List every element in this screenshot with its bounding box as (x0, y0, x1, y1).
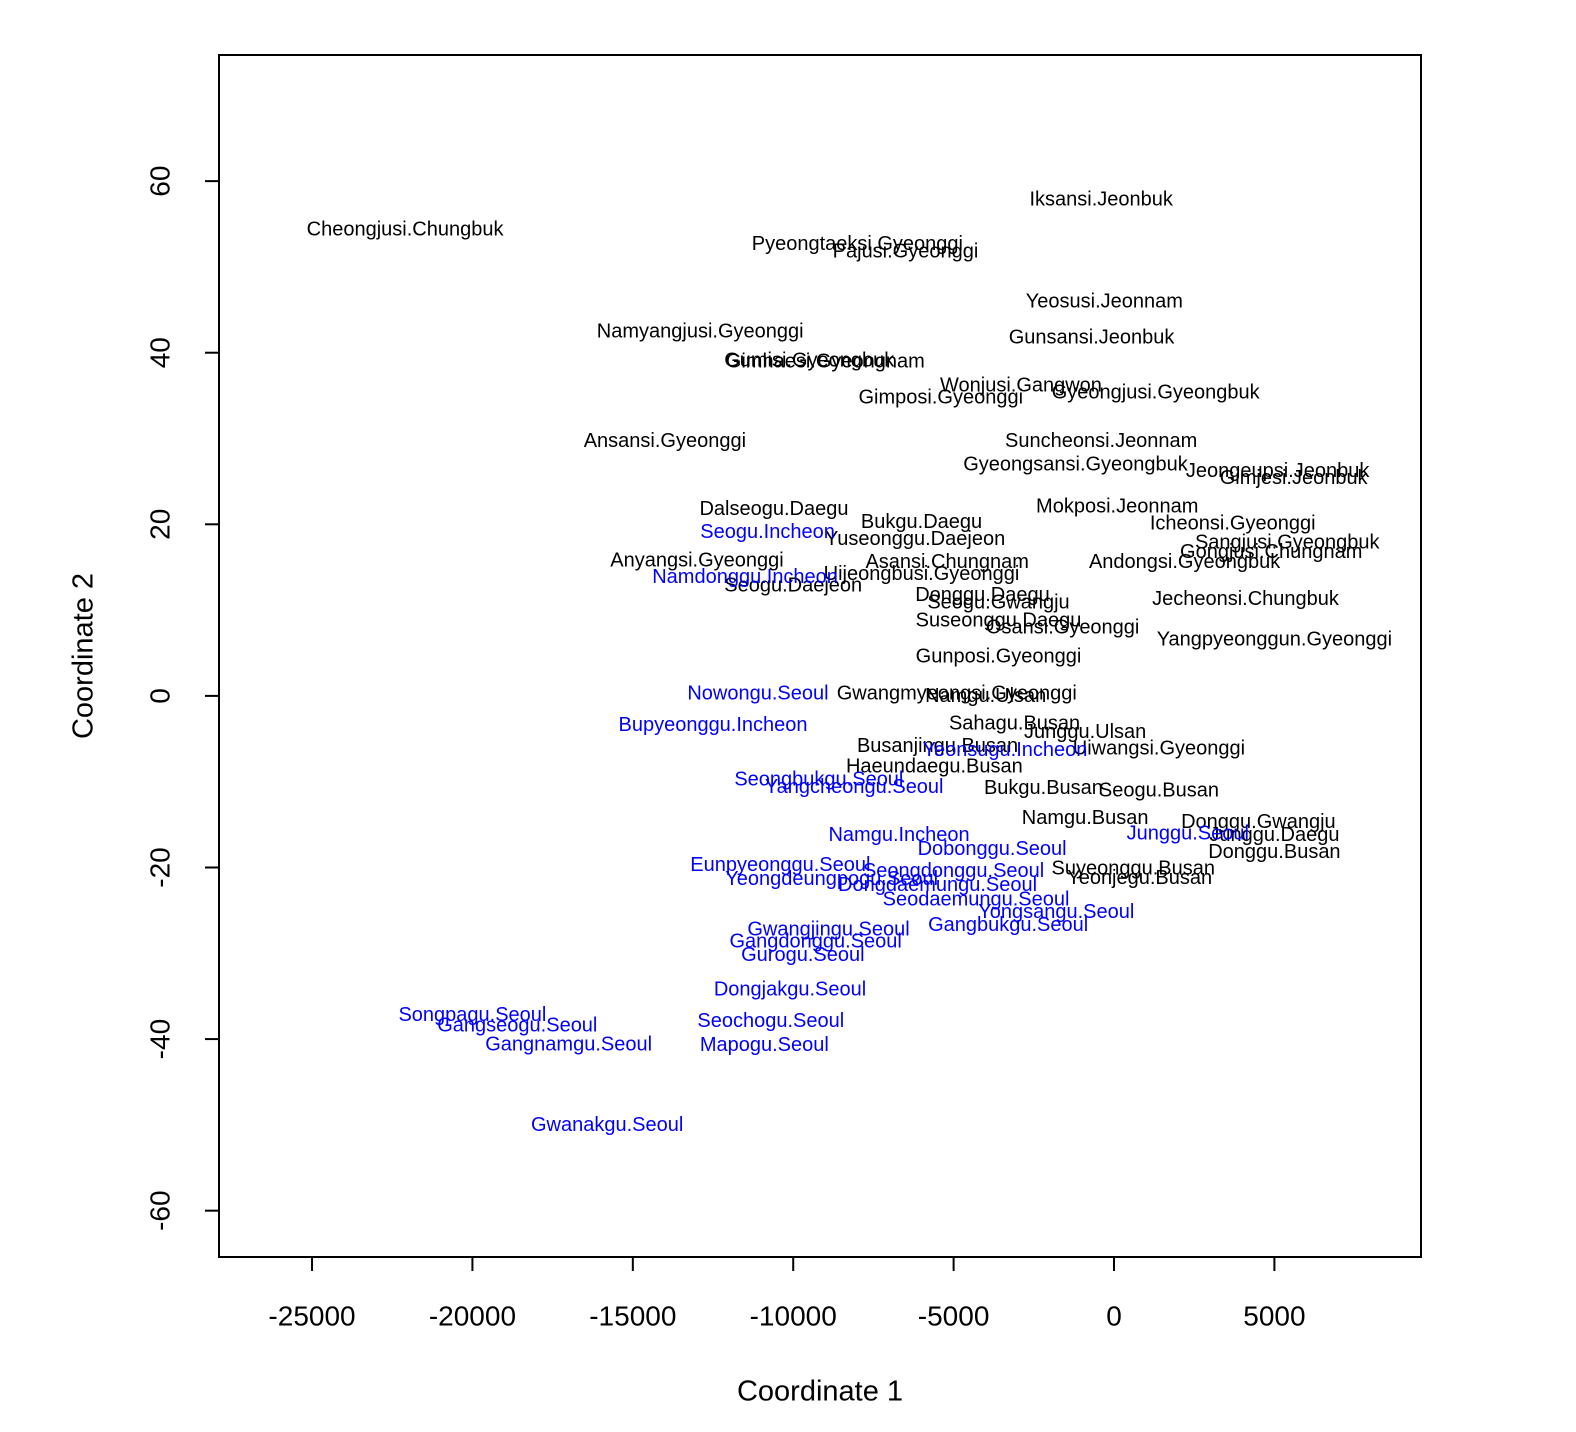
point-label: Mapogu.Seoul (700, 1034, 829, 1056)
x-tick-label: 5000 (1243, 1300, 1305, 1331)
point-label: Gimjesi.Jeonbuk (1220, 467, 1369, 489)
point-label: Gongjusi.Chungnam (1180, 541, 1362, 563)
point-label: Gyeongsansi.Gyeongbuk (963, 453, 1189, 475)
point-label: Gangnamgu.Seoul (485, 1033, 652, 1055)
point-label: Pajusi.Gyeonggi (833, 241, 979, 263)
point-label: Yeonsugu.Incheon (922, 739, 1087, 761)
point-label: Namdonggu.Incheon (652, 566, 838, 588)
point-label: Cheongjusi.Chungbuk (307, 218, 505, 240)
point-label: Gimhaesi.Gyeongnam (726, 350, 925, 372)
point-label: Gunsansi.Jeonbuk (1009, 326, 1176, 348)
point-label: Donggu.Busan (1208, 841, 1340, 863)
plot-frame (218, 54, 1422, 1258)
point-label: Suseonggu.Daegu (916, 610, 1082, 632)
point-label: Gwanakgu.Seoul (531, 1114, 683, 1136)
x-tick-label: -10000 (750, 1300, 837, 1331)
point-label: Seogu.Busan (1099, 779, 1219, 801)
y-tick-label: 20 (144, 509, 175, 540)
point-label: Seogu.Incheon (700, 521, 835, 543)
point-label: Yuseonggu.Daejeon (825, 528, 1005, 550)
y-tick-label: -60 (144, 1190, 175, 1230)
point-label: Gangdonggu.Seoul (729, 930, 901, 952)
point-label: Junggu.Daegu (1209, 824, 1339, 846)
point-label: Dongdaemungu.Seoul (838, 874, 1037, 896)
y-tick-label: -40 (144, 1019, 175, 1059)
point-label: Gangbukgu.Seoul (928, 914, 1088, 936)
point-label: Jecheonsi.Chungbuk (1152, 588, 1340, 610)
point-label: Gimposi.Gyeonggi (859, 386, 1024, 408)
point-label: Bupyeonggu.Incheon (618, 714, 807, 736)
point-label: Yeonjegu.Busan (1067, 867, 1212, 889)
point-label: Dalseogu.Daegu (699, 498, 848, 520)
point-label: Eunpyeonggu.Seoul (690, 854, 870, 876)
point-label: Seogu.Gwangju (927, 592, 1069, 614)
point-label: Dobonggu.Seoul (918, 838, 1067, 860)
point-label: Gumisi.Gyeongbuk (724, 350, 895, 372)
point-label: Seongbukgu.Seoul (734, 768, 903, 790)
y-tick-label: 60 (144, 166, 175, 197)
y-tick-label: 40 (144, 337, 175, 368)
point-label: Yeongdeungpogu.Seoul (725, 868, 938, 890)
point-label: Pyeongtaeksi.Gyeonggi (752, 233, 963, 255)
point-label: Wonjusi.Gangwon (940, 374, 1102, 396)
point-label: Anyangsi.Gyeonggi (610, 549, 783, 571)
point-label: Haeundaegu.Busan (846, 755, 1023, 777)
point-label: Jeongeupsi.Jeonbuk (1186, 460, 1370, 482)
x-tick-label: -5000 (918, 1300, 990, 1331)
point-label: Uijeongbusi.Gyeonggi (824, 563, 1020, 585)
point-label: Yongsangu.Seoul (978, 901, 1134, 923)
point-label: Donggu.Gwangju (1181, 811, 1336, 833)
x-tick-label: -25000 (268, 1300, 355, 1331)
point-label: Gurogu.Seoul (741, 944, 864, 966)
x-tick-label: -15000 (589, 1300, 676, 1331)
point-label: Dongjakgu.Seoul (714, 978, 866, 1000)
point-label: Namgu.Busan (1022, 807, 1149, 829)
y-axis-title: Coordinate 2 (68, 573, 100, 739)
x-tick-label: -20000 (429, 1300, 516, 1331)
point-label: Ansansi.Gyeonggi (584, 430, 746, 452)
point-label: Nowongu.Seoul (687, 682, 828, 704)
point-label: Asansi.Chungnam (865, 551, 1028, 573)
point-label: Bukgu.Busan (984, 777, 1103, 799)
point-label: Gwangmyeongsi.Gyeonggi (837, 682, 1077, 704)
point-label: Uiwangsi.Gyeonggi (1073, 737, 1245, 759)
x-tick-label: 0 (1106, 1300, 1122, 1331)
point-label: Iksansi.Jeonbuk (1029, 188, 1173, 210)
point-label: Suncheonsi.Jeonnam (1005, 430, 1197, 452)
point-label: Namgu.Incheon (828, 824, 969, 846)
point-label: Donggu.Daegu (915, 584, 1050, 606)
point-label: Sahagu.Busan (949, 712, 1080, 734)
point-label: Gyeongjusi.Gyeongbuk (1052, 381, 1261, 403)
point-label: Yeosusi.Jeonnam (1026, 290, 1183, 312)
point-label: Seogu.Daejeon (724, 574, 862, 596)
point-label: Gunposi.Gyeonggi (916, 646, 1082, 668)
point-label: Yangcheongu.Seoul (765, 776, 944, 798)
point-label: Mokposi.Jeonnam (1036, 495, 1198, 517)
point-label: Icheonsi.Gyeonggi (1150, 513, 1316, 535)
point-label: Sangjusi.Gyeongbuk (1195, 531, 1381, 553)
point-label: Osansi.Gyeonggi (986, 616, 1139, 638)
point-label: Seongdonggu.Seoul (863, 860, 1044, 882)
point-label: Gangseogu.Seoul (437, 1014, 597, 1036)
point-label: Seodaemungu.Seoul (883, 888, 1070, 910)
point-label: Suyeonggu.Busan (1052, 857, 1215, 879)
point-label: Namyangjusi.Gyeonggi (597, 320, 804, 342)
point-label: Bukgu.Daegu (861, 511, 982, 533)
x-axis-title: Coordinate 1 (737, 1376, 903, 1408)
y-tick-label: 0 (144, 688, 175, 704)
point-label: Andongsi.Gyeongbuk (1089, 551, 1281, 573)
point-label: Junggu.Ulsan (1024, 721, 1146, 743)
point-label: Seochogu.Seoul (697, 1010, 844, 1032)
point-label: Busanjingu.Busan (857, 735, 1018, 757)
y-tick-label: -20 (144, 847, 175, 887)
point-label: Songpagu.Seoul (398, 1004, 546, 1026)
point-label: Junggu.Seoul (1127, 822, 1249, 844)
point-label: Gwangjingu.Seoul (747, 918, 909, 940)
point-label: Namgu.Ulsan (925, 685, 1046, 707)
point-label: Yangpyeonggun.Gyeonggi (1157, 628, 1392, 650)
